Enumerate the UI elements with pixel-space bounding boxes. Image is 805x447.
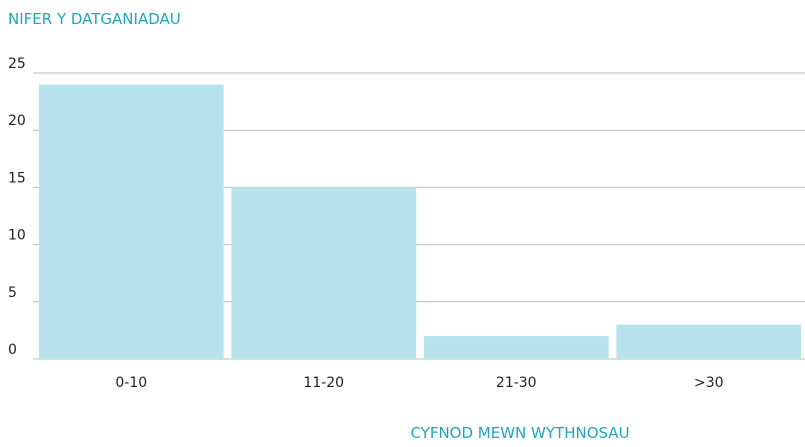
bar <box>38 84 224 359</box>
y-tick-label: 20 <box>8 113 26 129</box>
chart-title: NIFER Y DATGANIADAU <box>8 10 181 28</box>
x-tick-label: 21-30 <box>496 375 537 391</box>
bar <box>231 187 417 359</box>
x-tick-label: >30 <box>694 375 724 391</box>
x-axis-title: CYFNOD MEWN WYTHNOSAU <box>410 424 629 442</box>
y-tick-label: 0 <box>8 342 17 358</box>
bar <box>423 336 609 359</box>
y-tick-label: 10 <box>8 228 26 244</box>
x-tick-label: 0-10 <box>115 375 147 391</box>
x-tick-label: 11-20 <box>303 375 344 391</box>
y-tick-label: 5 <box>8 285 17 301</box>
y-tick-label: 25 <box>8 56 26 72</box>
y-tick-label: 15 <box>8 170 26 186</box>
bar <box>616 324 802 359</box>
